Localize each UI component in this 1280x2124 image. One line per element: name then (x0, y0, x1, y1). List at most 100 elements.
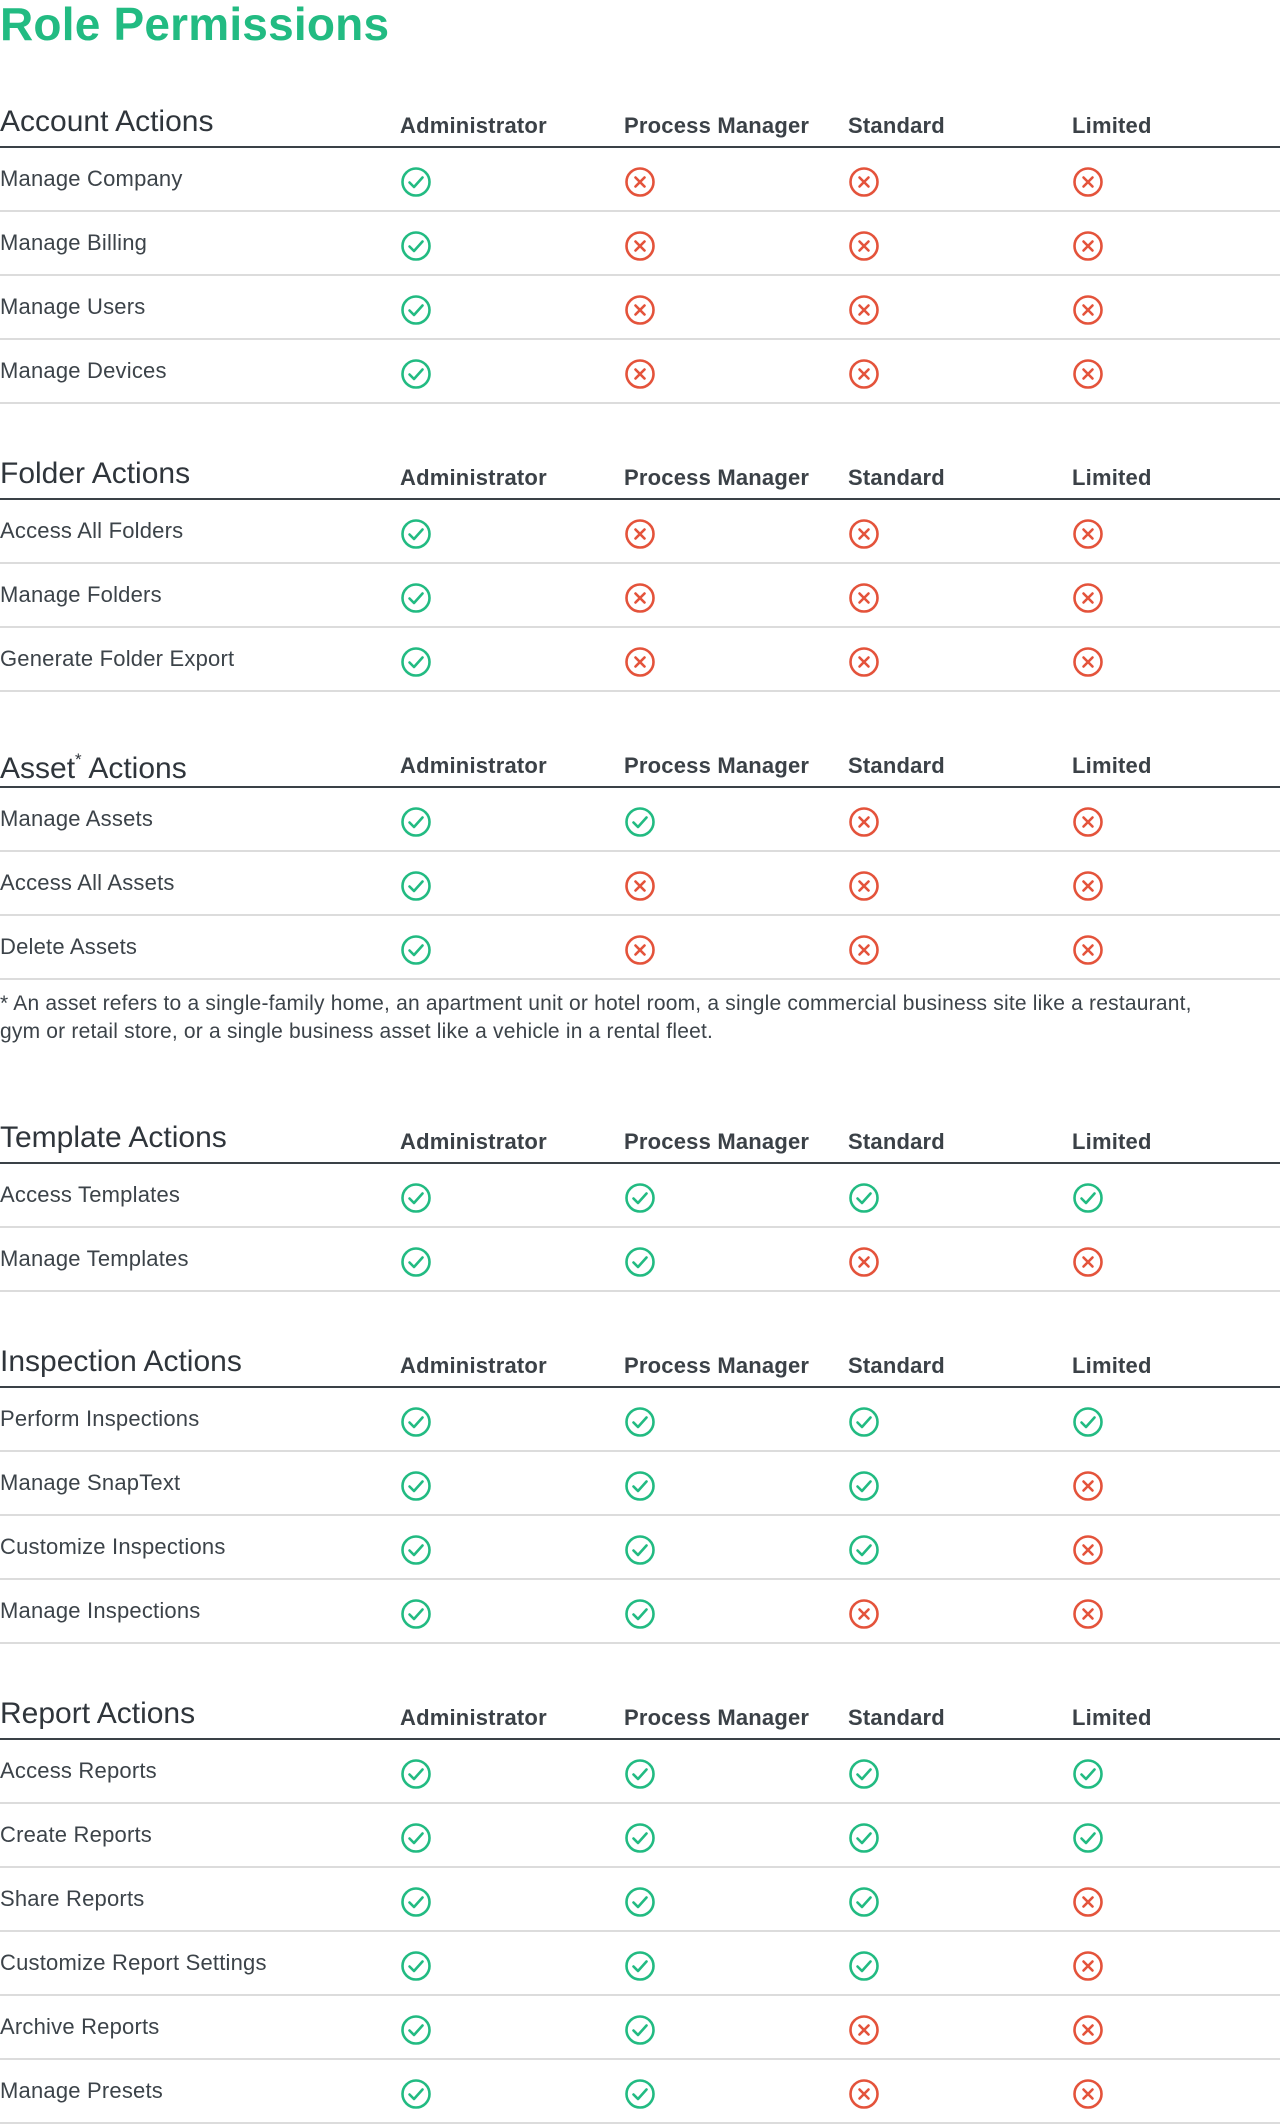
permission-label: Manage Users (0, 294, 146, 319)
check-circle-icon (400, 294, 432, 326)
x-circle-icon (848, 166, 880, 198)
section-divider (0, 146, 1280, 148)
x-circle-icon (1072, 1534, 1104, 1566)
permission-label: Manage Templates (0, 1246, 189, 1271)
page-title: Role Permissions (0, 0, 390, 50)
permission-row: Manage Inspections (0, 1580, 1280, 1644)
x-circle-icon (1072, 518, 1104, 550)
column-header: Standard (848, 465, 945, 490)
section-title-text: Report Actions (0, 1697, 196, 1730)
permission-row: Share Reports (0, 1868, 1280, 1932)
check-circle-icon (624, 806, 656, 838)
check-circle-icon (848, 1470, 880, 1502)
permission-row: Manage Billing (0, 212, 1280, 276)
check-circle-icon (400, 2078, 432, 2110)
check-circle-icon (624, 1822, 656, 1854)
section-title: Inspection Actions (0, 1342, 242, 1382)
x-circle-icon (848, 934, 880, 966)
permission-label: Manage Inspections (0, 1598, 201, 1623)
x-circle-icon (1072, 294, 1104, 326)
column-header: Limited (1072, 753, 1152, 778)
permission-label: Manage Devices (0, 358, 167, 383)
section-title-text: Inspection Actions (0, 1345, 242, 1378)
permission-row: Manage Presets (0, 2060, 1280, 2124)
check-circle-icon (400, 518, 432, 550)
x-circle-icon (1072, 934, 1104, 966)
check-circle-icon (400, 2014, 432, 2046)
permission-row: Manage Users (0, 276, 1280, 340)
column-header: Administrator (400, 113, 547, 138)
section-title-text: Asset (0, 752, 76, 785)
column-header: Administrator (400, 1353, 547, 1378)
permission-row: Customize Report Settings (0, 1932, 1280, 1996)
x-circle-icon (848, 518, 880, 550)
column-header: Process Manager (624, 753, 810, 778)
check-circle-icon (400, 230, 432, 262)
check-circle-icon (624, 1534, 656, 1566)
x-circle-icon (848, 806, 880, 838)
x-circle-icon (848, 358, 880, 390)
section-title: Template Actions (0, 1118, 227, 1158)
permission-row: Manage Folders (0, 564, 1280, 628)
x-circle-icon (1072, 870, 1104, 902)
section-divider (0, 1386, 1280, 1388)
check-circle-icon (400, 1950, 432, 1982)
column-header: Standard (848, 1129, 945, 1154)
permission-row: Delete Assets (0, 916, 1280, 980)
permission-label: Manage Company (0, 166, 183, 191)
x-circle-icon (624, 870, 656, 902)
check-circle-icon (624, 1406, 656, 1438)
column-header: Standard (848, 753, 945, 778)
column-header: Administrator (400, 1705, 547, 1730)
column-header: Process Manager (624, 1705, 810, 1730)
check-circle-icon (400, 358, 432, 390)
section-header: Template Actions Administrator Process Man… (0, 1100, 1280, 1164)
x-circle-icon (1072, 582, 1104, 614)
permission-label: Access All Assets (0, 870, 175, 895)
x-circle-icon (624, 358, 656, 390)
permission-label: Share Reports (0, 1886, 145, 1911)
permission-label: Manage Assets (0, 806, 154, 831)
check-circle-icon (400, 1886, 432, 1918)
x-circle-icon (1072, 1950, 1104, 1982)
permission-row: Access All Assets (0, 852, 1280, 916)
section-header: Inspection Actions Administrator Process M… (0, 1324, 1280, 1388)
permission-label: Archive Reports (0, 2014, 160, 2039)
column-header: Limited (1072, 113, 1152, 138)
permission-row: Manage Company (0, 148, 1280, 212)
section-title-text: Account Actions (0, 105, 214, 138)
check-circle-icon (1072, 1182, 1104, 1214)
check-circle-icon (400, 582, 432, 614)
section-title-text: Template Actions (0, 1121, 227, 1154)
check-circle-icon (400, 1470, 432, 1502)
column-header: Process Manager (624, 113, 810, 138)
x-circle-icon (848, 582, 880, 614)
permission-label: Access All Folders (0, 518, 184, 543)
section-header: Account Actions Administrator Process Mana… (0, 84, 1280, 148)
x-circle-icon (1072, 2078, 1104, 2110)
check-circle-icon (848, 1950, 880, 1982)
section-title-suffix: Actions (81, 752, 187, 785)
column-header: Process Manager (624, 1353, 810, 1378)
x-circle-icon (624, 166, 656, 198)
x-circle-icon (848, 2078, 880, 2110)
permission-row: Manage Templates (0, 1228, 1280, 1292)
check-circle-icon (400, 870, 432, 902)
section-divider (0, 1162, 1280, 1164)
x-circle-icon (1072, 1246, 1104, 1278)
permission-row: Manage SnapText (0, 1452, 1280, 1516)
x-circle-icon (1072, 2014, 1104, 2046)
permission-row: Generate Folder Export (0, 628, 1280, 692)
check-circle-icon (624, 1182, 656, 1214)
check-circle-icon (848, 1182, 880, 1214)
check-circle-icon (848, 1758, 880, 1790)
section-title: Account Actions (0, 102, 213, 142)
permission-row: Create Reports (0, 1804, 1280, 1868)
permission-label: Access Reports (0, 1758, 157, 1783)
asset-footnote: * An asset refers to a single-family hom… (0, 992, 1192, 1043)
check-circle-icon (400, 166, 432, 198)
permission-label: Access Templates (0, 1182, 181, 1207)
x-circle-icon (1072, 1598, 1104, 1630)
x-circle-icon (624, 646, 656, 678)
x-circle-icon (1072, 166, 1104, 198)
